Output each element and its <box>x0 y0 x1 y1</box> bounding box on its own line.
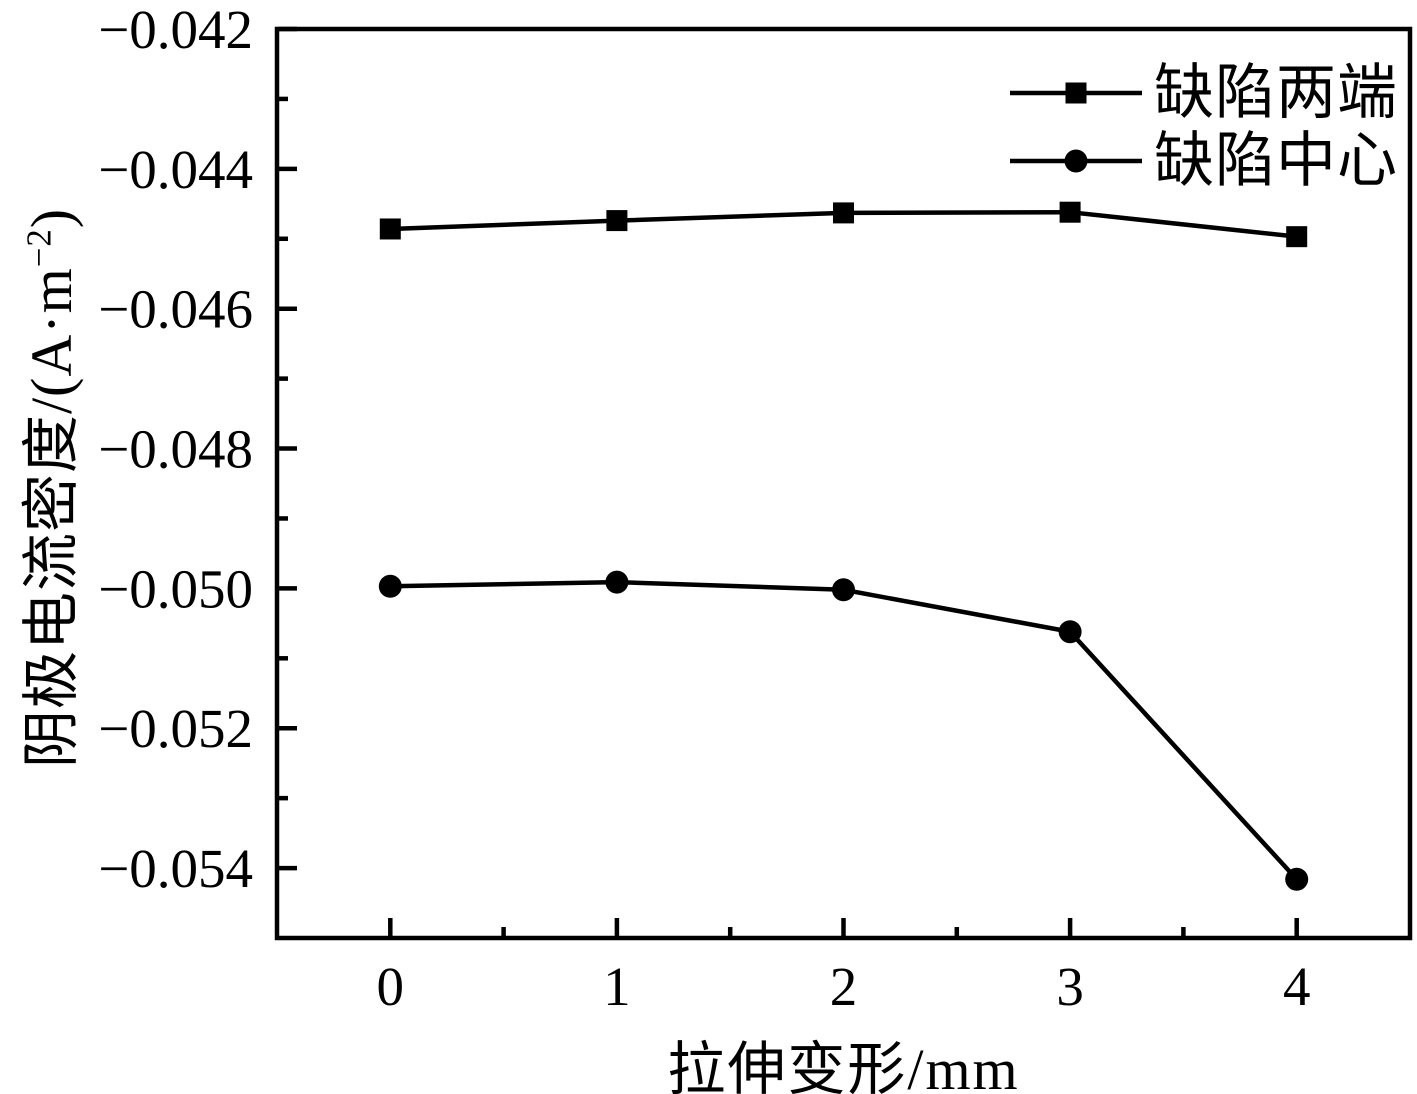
data-point-defect-center <box>605 570 629 594</box>
legend-label-defect-two-ends: 缺陷两端 <box>1154 60 1398 126</box>
y-axis-title: 阴极电流密度/(A·m−2) <box>4 208 88 768</box>
legend-item-defect-center: 缺陷中心 <box>1010 127 1398 195</box>
y-tick-label: −0.048 <box>98 419 253 480</box>
y-tick-label: −0.046 <box>98 279 253 340</box>
square-marker-icon <box>1010 82 1142 104</box>
y-tick-label: −0.050 <box>98 558 253 619</box>
y-tick-label: −0.052 <box>98 698 253 759</box>
data-point-defect-center <box>378 574 402 598</box>
axis-box <box>274 26 1413 941</box>
y-tick-label: −0.042 <box>98 0 253 60</box>
x-tick-label: 4 <box>1283 956 1311 1017</box>
series-line-defect-center <box>390 579 1299 881</box>
data-point-defect-center <box>1285 867 1309 891</box>
x-tick-label: 2 <box>830 956 858 1017</box>
x-axis-title: 拉伸变形/mm <box>667 1037 1020 1094</box>
data-point-defect-two-ends <box>606 210 628 232</box>
data-point-defect-two-ends <box>833 202 854 224</box>
data-point-defect-two-ends <box>379 218 401 240</box>
y-axis-title-text: 阴极电流密度/(A·m <box>19 267 84 769</box>
y-tick-label: −0.054 <box>98 838 253 899</box>
data-point-defect-two-ends <box>1286 226 1308 248</box>
data-point-defect-center <box>832 578 855 602</box>
data-point-defect-two-ends <box>1059 201 1081 223</box>
legend-label-defect-center: 缺陷中心 <box>1154 128 1398 194</box>
x-tick-label: 1 <box>603 956 631 1017</box>
y-tick-label: −0.044 <box>98 139 253 200</box>
x-tick-label: 0 <box>377 956 405 1017</box>
legend-item-defect-two-ends: 缺陷两端 <box>1010 59 1398 127</box>
circle-marker-icon <box>1010 149 1142 173</box>
legend: 缺陷两端 缺陷中心 <box>1010 59 1398 195</box>
data-point-defect-center <box>1058 620 1082 644</box>
x-tick-label: 3 <box>1056 956 1084 1017</box>
y-axis-title-close-paren: ) <box>19 207 84 229</box>
y-axis-title-superscript: −2 <box>19 228 59 268</box>
